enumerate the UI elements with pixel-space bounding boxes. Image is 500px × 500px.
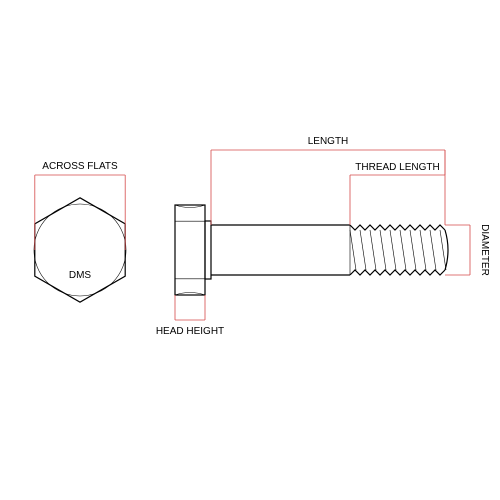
bolt-head-side xyxy=(175,205,205,295)
thread-helix xyxy=(420,230,426,270)
label-dms: DMS xyxy=(69,270,92,281)
thread-helix xyxy=(430,230,436,270)
thread-helix xyxy=(390,230,396,270)
thread-top xyxy=(350,225,445,230)
thread-helix xyxy=(400,230,406,270)
label-diameter: DIAMETER xyxy=(479,224,490,276)
hex-head-front xyxy=(35,198,125,302)
thread-helix xyxy=(410,230,416,270)
label-thread-length: THREAD LENGTH xyxy=(355,162,439,173)
thread-helix xyxy=(360,230,366,270)
bolt-tip xyxy=(445,230,448,270)
thread-bottom xyxy=(350,270,445,275)
bolt-diagram: DMS ACROSS FLATS LENGTH THREAD LENGTH HEAD H… xyxy=(0,0,500,500)
hex-circle xyxy=(34,204,126,296)
thread-helix xyxy=(350,230,356,270)
thread-helix xyxy=(380,230,386,270)
label-head-height: HEAD HEIGHT xyxy=(156,326,224,337)
thread-helix xyxy=(440,230,446,270)
label-length: LENGTH xyxy=(308,136,349,147)
label-across-flats: ACROSS FLATS xyxy=(42,161,118,172)
bolt-flange xyxy=(205,221,211,279)
thread-helix xyxy=(370,230,376,270)
